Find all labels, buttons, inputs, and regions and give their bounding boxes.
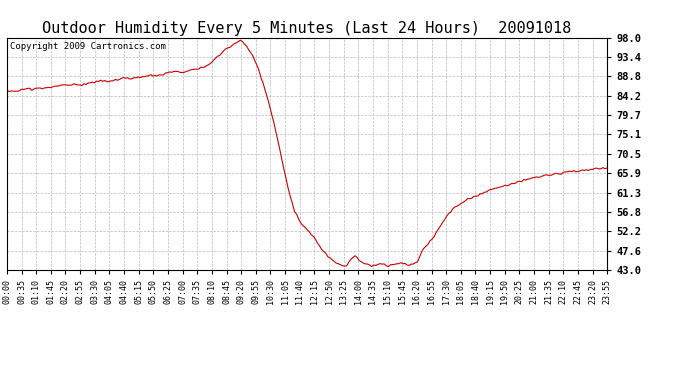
Text: Copyright 2009 Cartronics.com: Copyright 2009 Cartronics.com	[10, 42, 166, 51]
Title: Outdoor Humidity Every 5 Minutes (Last 24 Hours)  20091018: Outdoor Humidity Every 5 Minutes (Last 2…	[42, 21, 572, 36]
